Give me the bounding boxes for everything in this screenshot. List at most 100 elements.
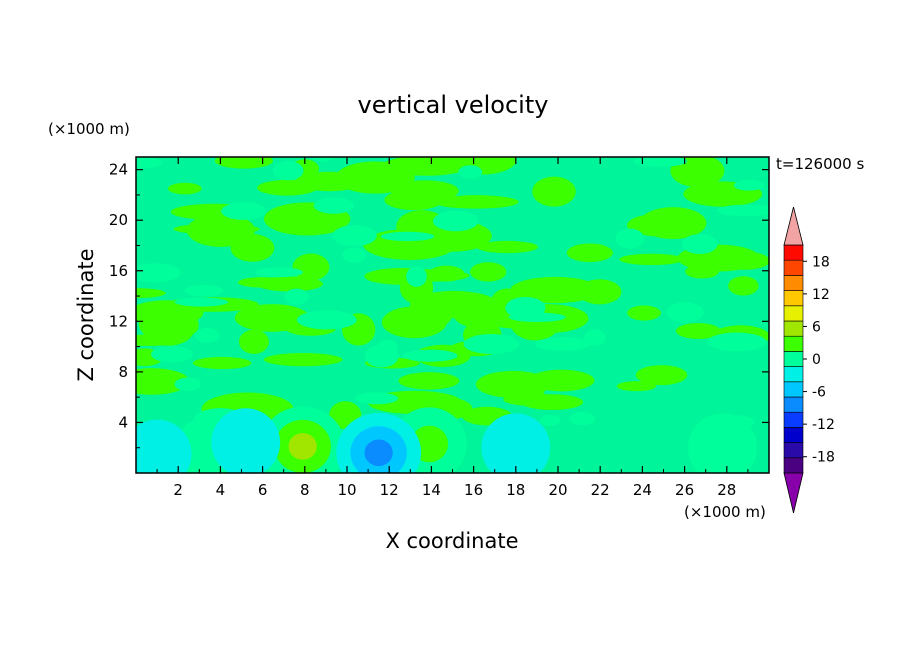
downdraft-contour (481, 413, 551, 473)
x-tick-label: 6 (258, 481, 268, 499)
field-patch (312, 157, 333, 162)
colorbar-swatch (783, 244, 804, 261)
field-patch (214, 157, 273, 169)
field-patch (136, 263, 181, 283)
colorbar-swatch (783, 275, 804, 291)
y-axis-label: Z coordinate (74, 248, 98, 381)
colorbar-over-arrow (783, 206, 804, 246)
field-patch (174, 377, 201, 391)
field-patch (136, 334, 184, 346)
field-patch (296, 310, 357, 330)
field-patch (535, 337, 591, 351)
colorbar-swatch (783, 427, 804, 443)
downdraft-contour (136, 419, 192, 473)
field-patch (335, 161, 415, 194)
colorbar-tick-label: -6 (812, 385, 826, 401)
field-patch (256, 276, 323, 292)
field-patch (670, 157, 725, 188)
x-tick-label: 22 (591, 481, 610, 499)
field-patch (192, 356, 252, 370)
field-patch (475, 370, 551, 398)
x-tick-label: 20 (548, 481, 567, 499)
x-tick-label: 2 (173, 481, 183, 499)
field-patch (184, 284, 224, 297)
field-patch (584, 329, 606, 346)
field-patch (174, 297, 229, 307)
field-patch (391, 187, 450, 200)
y-tick-label: 4 (118, 413, 128, 431)
field-patch (675, 323, 721, 339)
colorbar-tick-label: 18 (812, 254, 830, 270)
updraft-contour (288, 433, 317, 460)
field-patch (510, 276, 600, 304)
field-patch (403, 349, 458, 362)
field-patch (406, 266, 427, 287)
colorbar-swatch (783, 335, 804, 352)
field-patch (151, 346, 193, 363)
field-patch (433, 195, 519, 209)
x-tick-label: 24 (633, 481, 652, 499)
colorbar-swatch (783, 381, 804, 398)
colorbar-tick-label: 0 (812, 352, 821, 368)
time-label: t=126000 s (776, 155, 864, 173)
colorbar-under-arrow (783, 472, 804, 514)
velocity-field (136, 157, 769, 473)
colorbar-swatch (783, 290, 804, 307)
colorbar-tick-label: 12 (812, 287, 830, 303)
y-tick-label: 24 (109, 161, 128, 179)
y-tick-label: 16 (109, 262, 128, 280)
field-patch (666, 302, 704, 323)
field-patch (168, 182, 202, 195)
x-tick-label: 8 (300, 481, 310, 499)
field-patch (355, 392, 399, 405)
field-patch (476, 240, 538, 254)
x-tick-label: 14 (422, 481, 441, 499)
field-patch (292, 253, 330, 281)
field-patch (566, 243, 613, 263)
x-tick-label: 16 (464, 481, 483, 499)
colorbar-tick-label: 6 (812, 319, 821, 335)
field-patch (332, 225, 377, 247)
field-patch (136, 368, 190, 395)
field-patch (681, 234, 718, 254)
colorbar: 18 12 6 0 -6 -12 -18 (783, 206, 835, 514)
field-patch (719, 251, 769, 270)
field-patch (627, 305, 661, 321)
colorbar-swatch (783, 305, 804, 322)
x-axis-label: X coordinate (385, 529, 518, 553)
field-patch (136, 157, 163, 169)
colorbar-tick-label: -12 (812, 417, 835, 433)
field-patch (256, 267, 303, 278)
field-patch (539, 414, 561, 426)
colorbar-tick-label: -18 (812, 450, 835, 466)
field-patch (508, 312, 566, 322)
downdraft-contour (364, 439, 393, 467)
field-patch (398, 372, 460, 390)
field-patch (272, 160, 304, 181)
x-tick-label: 4 (216, 481, 226, 499)
colorbar-swatch (783, 366, 804, 383)
chart-title: vertical velocity (358, 91, 549, 119)
field-patch (635, 365, 688, 386)
y-axis: 4 8 12 16 20 24 (109, 161, 769, 449)
updraft-contour (688, 413, 757, 473)
field-patch (195, 328, 220, 343)
downdraft-contour (211, 408, 281, 473)
field-patch (458, 165, 483, 179)
field-patch (409, 290, 498, 319)
field-patch (470, 262, 507, 282)
y-tick-label: 20 (109, 211, 128, 229)
colorbar-swatch (783, 442, 804, 459)
x-tick-label: 26 (675, 481, 694, 499)
field-patch (619, 253, 684, 266)
field-patch (263, 353, 343, 367)
field-patch (577, 279, 622, 305)
field-patch (633, 157, 688, 167)
field-patch (717, 204, 769, 217)
x-unit-label: (×1000 m) (684, 503, 766, 521)
field-patch (616, 381, 657, 392)
y-unit-label: (×1000 m) (48, 120, 130, 138)
colorbar-swatch (783, 396, 804, 413)
field-patch (238, 329, 269, 354)
